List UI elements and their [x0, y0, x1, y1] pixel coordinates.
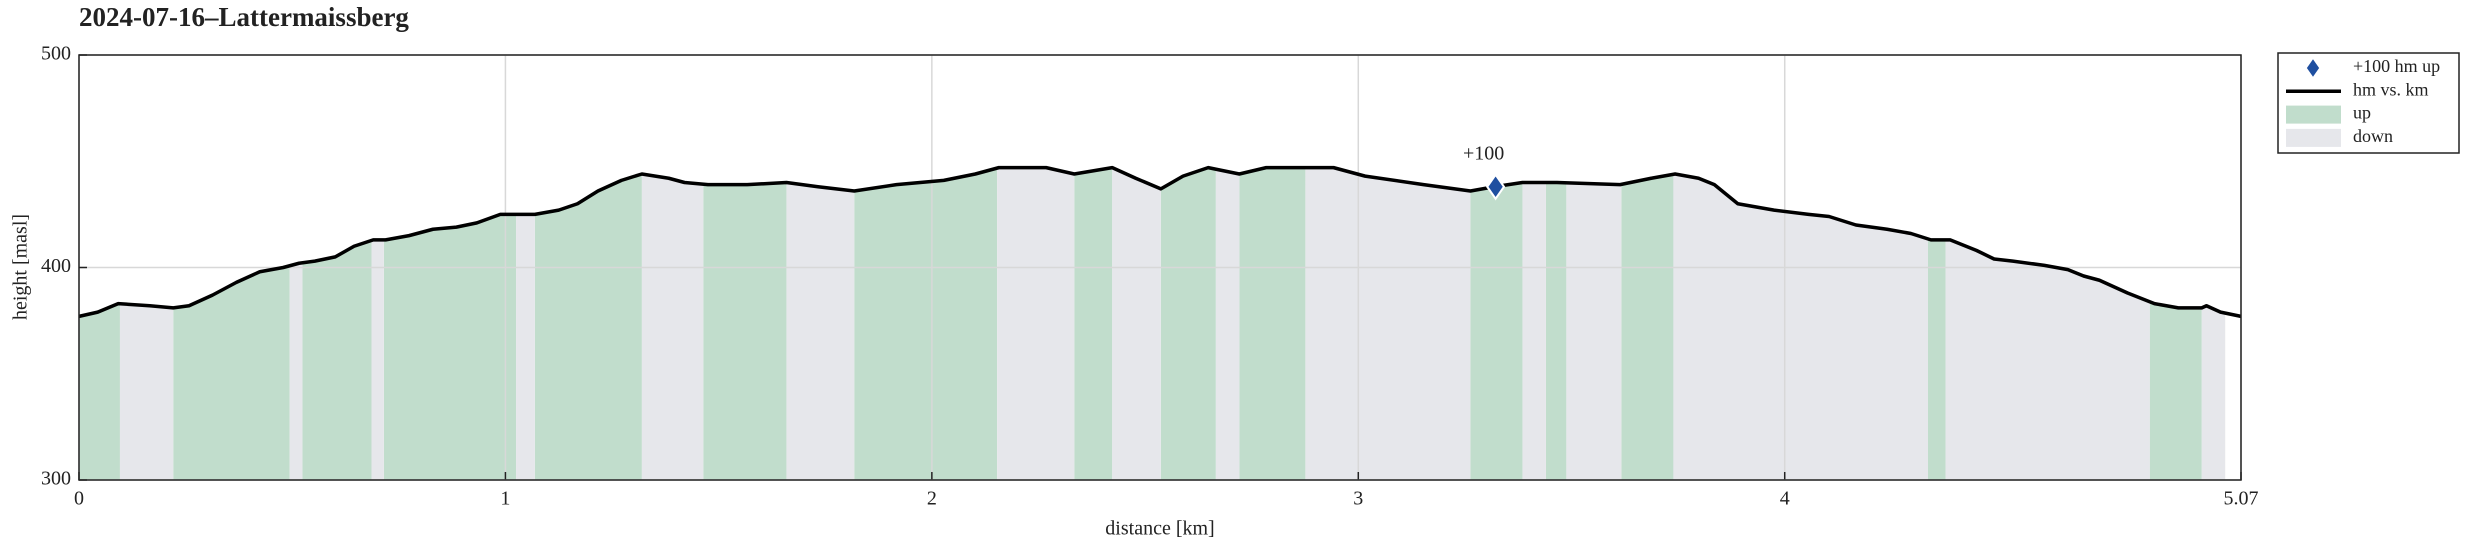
- y-tick-label: 400: [41, 255, 71, 277]
- x-tick-label: 3: [1353, 488, 1363, 510]
- area-down: [1522, 182, 1546, 480]
- x-tick-label: 5.07: [2224, 488, 2259, 510]
- profile-line: [78, 165, 2242, 319]
- legend-swatch: [2286, 105, 2341, 124]
- legend-label: down: [2353, 126, 2393, 146]
- area-down: [641, 174, 704, 480]
- legend-label: +100 hm up: [2353, 56, 2440, 76]
- area-up: [703, 182, 787, 480]
- area-down: [1112, 167, 1161, 480]
- x-tick-label: 4: [1780, 488, 1790, 510]
- marker: [1485, 173, 1506, 201]
- area-up: [534, 174, 642, 480]
- area-down: [997, 167, 1075, 480]
- legend-marker: [2305, 56, 2321, 80]
- area-down: [289, 262, 303, 480]
- area-up: [1621, 174, 1674, 480]
- area-down: [371, 239, 384, 480]
- legend-label: up: [2353, 103, 2371, 123]
- chart-title: 2024-07-16–Lattermaissberg: [79, 2, 409, 32]
- area-up: [302, 240, 372, 480]
- area-up: [383, 214, 517, 480]
- area-down: [1305, 167, 1471, 480]
- legend-swatch: [2286, 128, 2341, 147]
- area-down: [2201, 305, 2226, 480]
- area-up: [1928, 238, 1946, 480]
- area-down: [1215, 169, 1240, 481]
- marker-label: +100: [1463, 142, 1504, 164]
- area-up: [79, 303, 120, 480]
- x-axis-label: distance [km]: [1105, 518, 1214, 540]
- area-up: [1239, 167, 1306, 480]
- y-tick-label: 500: [41, 43, 71, 65]
- plot-frame: [78, 54, 2242, 481]
- area-up: [173, 265, 290, 480]
- area-down: [516, 214, 535, 480]
- y-axis-label: height [masl]: [10, 214, 32, 320]
- area-up: [1074, 167, 1113, 480]
- area-up: [1470, 182, 1523, 480]
- area-down: [119, 303, 174, 480]
- x-tick-label: 2: [927, 488, 937, 510]
- x-tick-label: 1: [500, 488, 510, 510]
- area-down: [1566, 182, 1622, 481]
- legend-label: hm vs. km: [2353, 79, 2429, 99]
- area-down: [1673, 174, 1929, 480]
- x-tick-label: 0: [74, 488, 84, 510]
- area-up: [1160, 167, 1216, 480]
- area-down: [786, 182, 855, 480]
- y-tick-label: 300: [41, 468, 71, 490]
- area-up: [854, 168, 998, 481]
- area-up: [2149, 301, 2202, 480]
- area-up: [1545, 182, 1567, 480]
- area-down: [1945, 239, 2150, 480]
